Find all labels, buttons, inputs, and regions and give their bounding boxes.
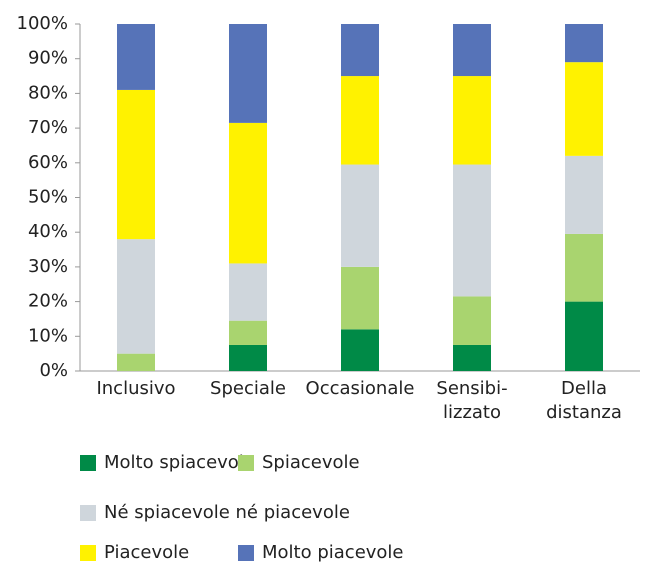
bar-segment (565, 155, 603, 234)
bar-segment (117, 24, 155, 90)
bar-segment (341, 266, 379, 330)
legend-swatch (238, 455, 254, 471)
x-tick-label: Sensibi-lizzato (436, 378, 507, 423)
bar-segment (565, 24, 603, 63)
x-tick-label: Inclusivo (96, 378, 175, 399)
legend-label: Né spiacevole né piacevole (104, 502, 350, 523)
y-tick-label: 70% (28, 117, 68, 138)
bar-segment (341, 24, 379, 77)
bar-segment (565, 62, 603, 156)
x-tick-label: Speciale (210, 378, 286, 399)
x-tick-label: Occasionale (306, 378, 415, 399)
bar-segment (229, 344, 267, 371)
bar-segment (453, 164, 491, 297)
y-tick-label: 100% (17, 13, 68, 34)
bar-segment (341, 164, 379, 267)
bar-segment (117, 353, 155, 371)
legend-swatch (80, 455, 96, 471)
bar-segment (341, 329, 379, 371)
bar-segment (229, 263, 267, 321)
y-tick-label: 50% (28, 187, 68, 208)
y-tick-label: 0% (39, 360, 68, 381)
legend-label: Molto spiacevole (104, 452, 255, 473)
bar-segment (117, 89, 155, 240)
bar-segment (117, 239, 155, 354)
legend-swatch (80, 545, 96, 561)
y-tick-label: 80% (28, 82, 68, 103)
bar-segment (565, 301, 603, 371)
bar-segment (453, 344, 491, 371)
legend-label: Piacevole (104, 542, 189, 563)
y-tick-label: 10% (28, 325, 68, 346)
legend-label: Molto piacevole (262, 542, 404, 563)
legend-swatch (80, 505, 96, 521)
y-tick-label: 90% (28, 48, 68, 69)
bar-segment (341, 76, 379, 165)
bar-segment (229, 320, 267, 345)
y-tick-label: 60% (28, 152, 68, 173)
legend-swatch (238, 545, 254, 561)
bar-segment (453, 296, 491, 345)
x-tick-label: Della distanza (546, 378, 622, 423)
bar-segment (229, 24, 267, 123)
y-tick-label: 40% (28, 221, 68, 242)
legend-label: Spiacevole (262, 452, 360, 473)
bar-segment (229, 122, 267, 264)
bar-segment (565, 233, 603, 302)
bar-segment (453, 24, 491, 77)
y-tick-label: 30% (28, 256, 68, 277)
y-tick-label: 20% (28, 291, 68, 312)
bar-segment (453, 76, 491, 165)
